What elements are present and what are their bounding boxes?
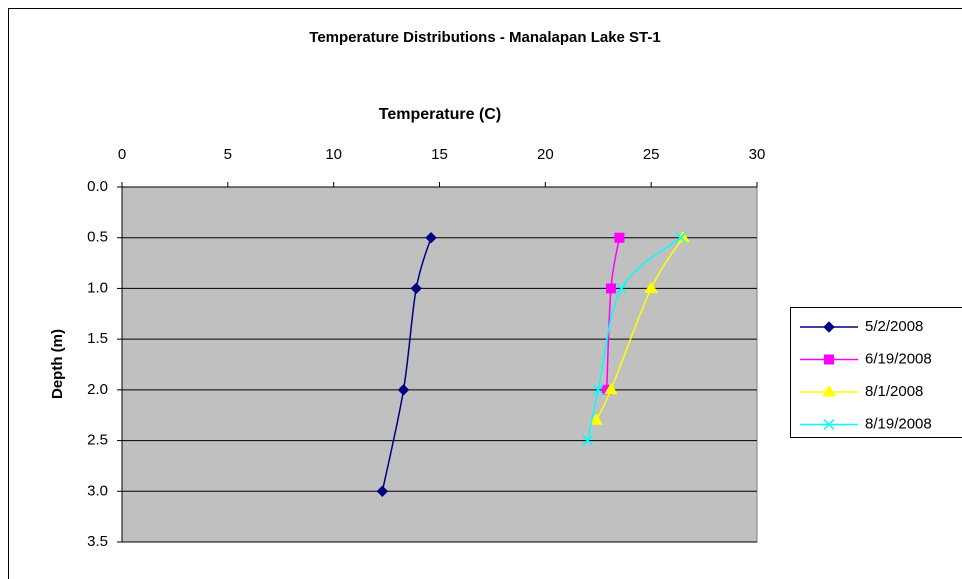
legend-marker [824,354,834,365]
x-tick-label: 5 [224,146,232,163]
x-tick-label: 0 [118,146,126,163]
y-tick-label: 2.0 [87,381,108,398]
legend-box [790,307,962,438]
y-tick-label: 0.0 [87,178,108,195]
y-tick-label: 3.5 [87,533,108,550]
x-axis-title: Temperature (C) [379,106,501,123]
series-line [381,237,432,492]
marker [616,282,628,294]
marker [644,281,659,293]
y-tick-label: 1.0 [87,279,108,296]
legend-marker [823,418,835,431]
legend-label: 8/1/2008 [865,383,923,400]
marker [410,282,422,295]
x-tick-label: 10 [325,146,342,163]
marker [589,413,604,425]
marker [376,485,389,497]
y-tick-label: 3.0 [87,482,108,499]
marker [592,384,604,396]
marker [425,232,437,244]
y-tick-label: 1.5 [87,330,108,347]
x-tick-label: 20 [537,146,554,163]
chart-title: Temperature Distributions - Manalapan La… [309,29,660,46]
y-axis-title: Depth (m) [49,329,66,399]
x-tick-label: 15 [431,146,448,163]
y-tick-label: 0.5 [87,229,108,246]
y-tick-label: 2.5 [87,432,108,449]
marker [614,232,625,243]
marker [675,232,687,244]
legend-label: 5/2/2008 [865,318,923,335]
marker [397,384,410,396]
x-tick-label: 25 [643,146,660,163]
series-line [595,237,684,421]
marker [604,382,618,395]
legend-marker [823,321,835,333]
x-tick-label: 30 [749,146,766,163]
legend-label: 8/19/2008 [865,415,932,432]
series-line [586,237,682,441]
legend-label: 6/19/2008 [865,350,932,367]
legend-marker [822,385,836,397]
marker [605,283,616,294]
marker [582,435,594,447]
plot-area [121,186,758,543]
